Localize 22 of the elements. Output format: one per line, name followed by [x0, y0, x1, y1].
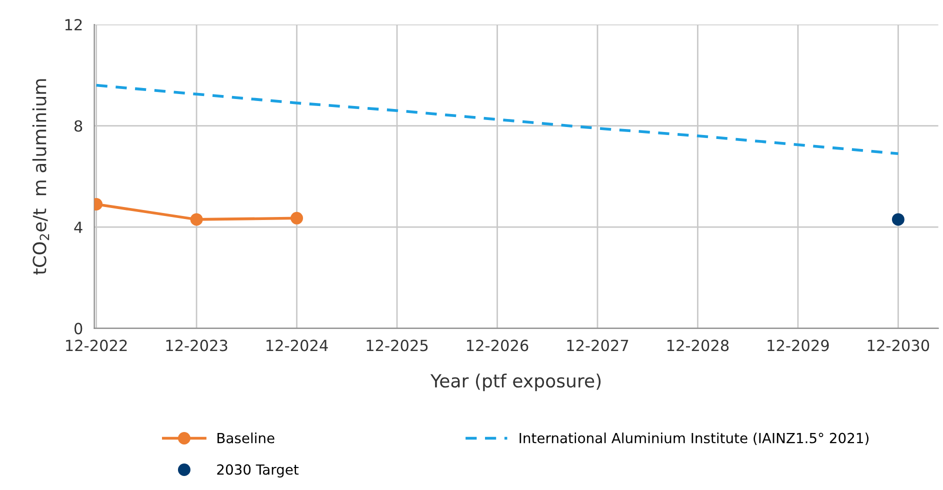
y-axis-title: tCO$_{2}$e/t m aluminium: [32, 79, 50, 275]
x-tick-label: 12-2030: [868, 340, 930, 352]
y-tick-label: 4: [74, 222, 82, 233]
legend-label: Baseline: [218, 432, 274, 444]
legend-label: 2030 Target: [217, 464, 299, 478]
x-tick-label: 12-2022: [66, 340, 127, 352]
x-tick-label: 12-2026: [467, 340, 528, 352]
point: [290, 212, 304, 224]
line-series: [94, 84, 900, 156]
legend-label: International Aluminium Institute (IAINZ1.5° 2021): [520, 432, 868, 445]
point: [190, 213, 203, 226]
x-tick-label: 12-2028: [667, 340, 729, 352]
y-tick-label: 12: [65, 18, 82, 30]
x-tick-label: 12-2023: [166, 340, 228, 352]
x-tick-label: 12-2024: [266, 340, 328, 352]
point: [892, 213, 904, 226]
x-axis-title: Year (ptf exposure): [430, 374, 601, 392]
x-tick-label: 12-2029: [768, 340, 829, 352]
y-tick-label: 0: [74, 322, 82, 334]
x-tick-label: 12-2025: [366, 340, 428, 352]
y-tick-label: 8: [74, 120, 82, 132]
x-tick-label: 12-2027: [567, 340, 628, 352]
